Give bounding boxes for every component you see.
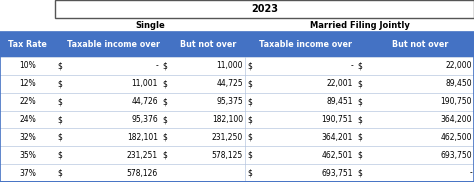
Text: 89,450: 89,450 [446,79,472,88]
Text: 22,000: 22,000 [446,62,472,70]
Text: 231,250: 231,250 [212,133,243,142]
Text: $: $ [357,62,362,70]
Text: Taxable income over: Taxable income over [259,40,353,49]
Text: $: $ [57,133,62,142]
Text: 11,001: 11,001 [132,79,158,88]
Text: Single: Single [135,21,165,29]
Text: 182,100: 182,100 [212,115,243,124]
Text: 10%: 10% [19,62,36,70]
Text: 24%: 24% [19,115,36,124]
Text: 95,375: 95,375 [216,97,243,106]
Text: 2023: 2023 [251,4,278,14]
Text: $: $ [357,133,362,142]
Text: $: $ [357,169,362,178]
Text: 462,501: 462,501 [322,151,353,160]
Text: $: $ [162,133,167,142]
Text: $: $ [247,79,252,88]
Text: $: $ [162,79,167,88]
Text: 32%: 32% [19,133,36,142]
Text: 182,101: 182,101 [127,133,158,142]
Text: 22,001: 22,001 [327,79,353,88]
Text: $: $ [57,62,62,70]
Text: Tax Rate: Tax Rate [8,40,47,49]
Text: 37%: 37% [19,169,36,178]
Text: 231,251: 231,251 [127,151,158,160]
Text: 364,200: 364,200 [440,115,472,124]
Text: $: $ [357,97,362,106]
Bar [55,0,474,18]
Text: $: $ [57,115,62,124]
Text: 578,125: 578,125 [212,151,243,160]
Text: 578,126: 578,126 [127,169,158,178]
Text: 12%: 12% [19,79,36,88]
Text: 89,451: 89,451 [327,97,353,106]
Text: Married Filing Jointly: Married Filing Jointly [310,21,410,29]
Text: $: $ [162,97,167,106]
Text: 44,725: 44,725 [216,79,243,88]
Text: 95,376: 95,376 [131,115,158,124]
Text: $: $ [357,79,362,88]
Text: 693,751: 693,751 [321,169,353,178]
Text: $: $ [247,151,252,160]
Bar [0,32,474,182]
Text: 11,000: 11,000 [217,62,243,70]
Text: 44,726: 44,726 [131,97,158,106]
Text: $: $ [162,115,167,124]
Text: -: - [155,62,158,70]
Text: But not over: But not over [392,40,449,49]
Text: $: $ [247,115,252,124]
Text: -: - [469,169,472,178]
Text: $: $ [247,97,252,106]
Text: 364,201: 364,201 [322,133,353,142]
Text: $: $ [247,62,252,70]
Bar [0,32,474,57]
Text: 35%: 35% [19,151,36,160]
Text: $: $ [57,79,62,88]
Text: 22%: 22% [19,97,36,106]
Text: 462,500: 462,500 [440,133,472,142]
Text: $: $ [247,169,252,178]
Text: $: $ [57,169,62,178]
Text: $: $ [357,151,362,160]
Text: $: $ [247,133,252,142]
Text: Taxable income over: Taxable income over [67,40,160,49]
Text: $: $ [357,115,362,124]
Text: $: $ [57,97,62,106]
Text: But not over: But not over [180,40,237,49]
Text: $: $ [162,151,167,160]
Text: 190,751: 190,751 [322,115,353,124]
Text: $: $ [57,151,62,160]
Text: -: - [350,62,353,70]
Text: 190,750: 190,750 [440,97,472,106]
Text: 693,750: 693,750 [440,151,472,160]
Text: $: $ [162,62,167,70]
